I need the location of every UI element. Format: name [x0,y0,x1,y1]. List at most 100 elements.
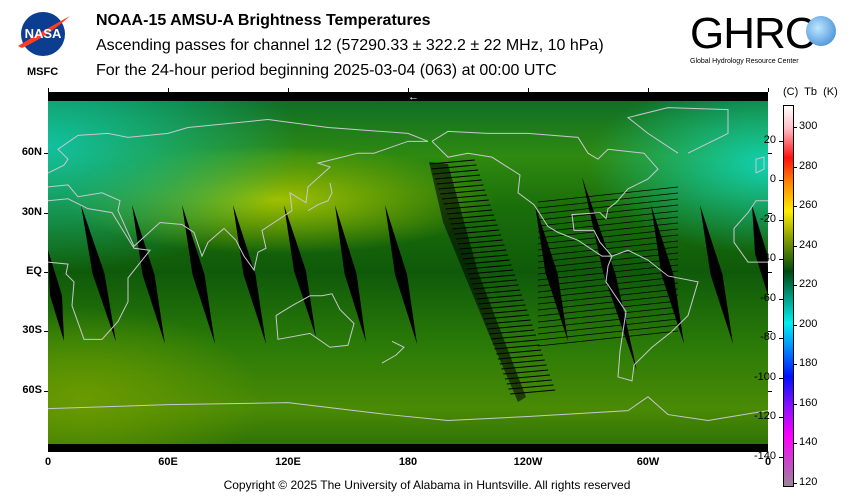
coastline-greenland [626,107,729,154]
kelvin-tick-label: 300 [799,119,818,132]
celsius-tick-label: -140 [753,449,776,462]
missing-swath [48,250,64,341]
lon-tick-label: 120W [513,456,543,468]
scan-line [459,244,505,250]
scan-line [537,240,679,257]
page-subtitle: Ascending passes for channel 12 (57290.3… [96,37,604,54]
missing-swath [385,205,417,344]
missing-data-swaths [48,159,768,402]
scan-line [461,249,507,255]
lon-tick-label: 0 [764,456,772,468]
coastline-antarctica [48,396,768,422]
scan-line [494,344,540,350]
missing-swath [335,205,366,342]
celsius-tick-label: -40 [760,252,776,265]
missing-swath [535,205,568,341]
globe-icon [806,16,836,46]
celsius-tick-mark [779,180,783,182]
celsius-tick-mark [779,377,783,379]
celsius-tick-label: 0 [769,173,776,186]
kelvin-tick-mark [793,443,797,445]
scan-line [482,309,528,315]
lon-tick-mark [408,88,409,92]
celsius-tick-label: -100 [753,370,776,383]
kelvin-tick-mark [793,206,797,208]
scan-line [537,210,679,227]
lat-tick-label: 60S [22,383,42,396]
lat-tick-mark [44,390,48,392]
scan-line [434,174,480,180]
scan-line [462,254,508,260]
scan-line [537,288,679,305]
celsius-tick-mark [779,259,783,261]
scan-line [441,194,487,200]
scan-line [475,289,521,295]
lon-tick-label: 120E [275,456,301,468]
scan-line [537,252,679,269]
scan-line [537,234,679,251]
celsius-tick-mark [779,298,783,300]
coastline-japan [307,182,333,212]
coastline-australia [275,293,355,348]
kelvin-tick-mark [793,324,797,326]
scan-line [438,184,484,190]
lat-tick-mark [768,390,772,392]
scan-line [455,234,501,240]
scan-line [537,318,679,335]
missing-swath [132,205,165,344]
scan-line [478,299,524,305]
lat-tick-mark [768,212,772,214]
scan-line [452,224,498,230]
lat-tick-mark [768,331,772,333]
lat-tick-mark [44,153,48,155]
lon-tick-mark [168,88,169,92]
colorbar-header: (C) Tb (K) [783,86,838,98]
scan-line [537,228,679,245]
ghrc-logo-text: GHRC [690,9,817,58]
celsius-tick-mark [779,417,783,419]
scan-line [483,314,529,320]
celsius-tick-mark [779,456,783,458]
missing-swath [182,205,215,344]
brightness-temperature-map: ← [48,92,768,452]
scan-line [443,199,489,205]
scan-line [508,384,554,390]
kelvin-tick-mark [793,245,797,247]
scan-line [433,169,479,175]
scan-line [537,324,679,341]
colorbar [783,105,794,487]
scan-line [476,294,522,300]
lon-tick-mark [648,88,649,92]
scan-line [429,159,475,165]
lat-tick-mark [768,272,772,273]
lat-tick-label: EQ [26,265,42,277]
celsius-tick-mark [779,140,783,142]
missing-swath [284,205,316,337]
scan-line [537,300,679,317]
lat-tick-label: 30S [22,324,42,337]
scan-line [485,319,531,325]
missing-swath [752,205,768,296]
celsius-tick-mark [779,219,783,221]
lat-tick-mark [44,272,48,273]
scan-line [496,349,542,355]
scan-line [537,186,679,203]
lon-tick-mark [768,88,769,92]
missing-swath-wide [429,162,526,402]
scan-line [537,222,679,239]
kelvin-tick-mark [793,483,797,484]
page-title: NOAA-15 AMSU-A Brightness Temperatures [96,12,431,29]
scan-line [473,284,519,290]
scan-line [480,304,526,310]
nasa-logo-caption: MSFC [27,66,59,78]
scan-line [537,306,679,323]
coastline-eurasia [48,119,429,272]
kelvin-tick-label: 220 [799,278,818,291]
scan-line [497,354,543,360]
missing-swath [233,205,266,344]
scan-line [537,198,679,215]
scan-line [448,214,494,220]
scan-line [464,259,510,265]
ghrc-logo-caption: Global Hydrology Resource Center [690,58,799,65]
